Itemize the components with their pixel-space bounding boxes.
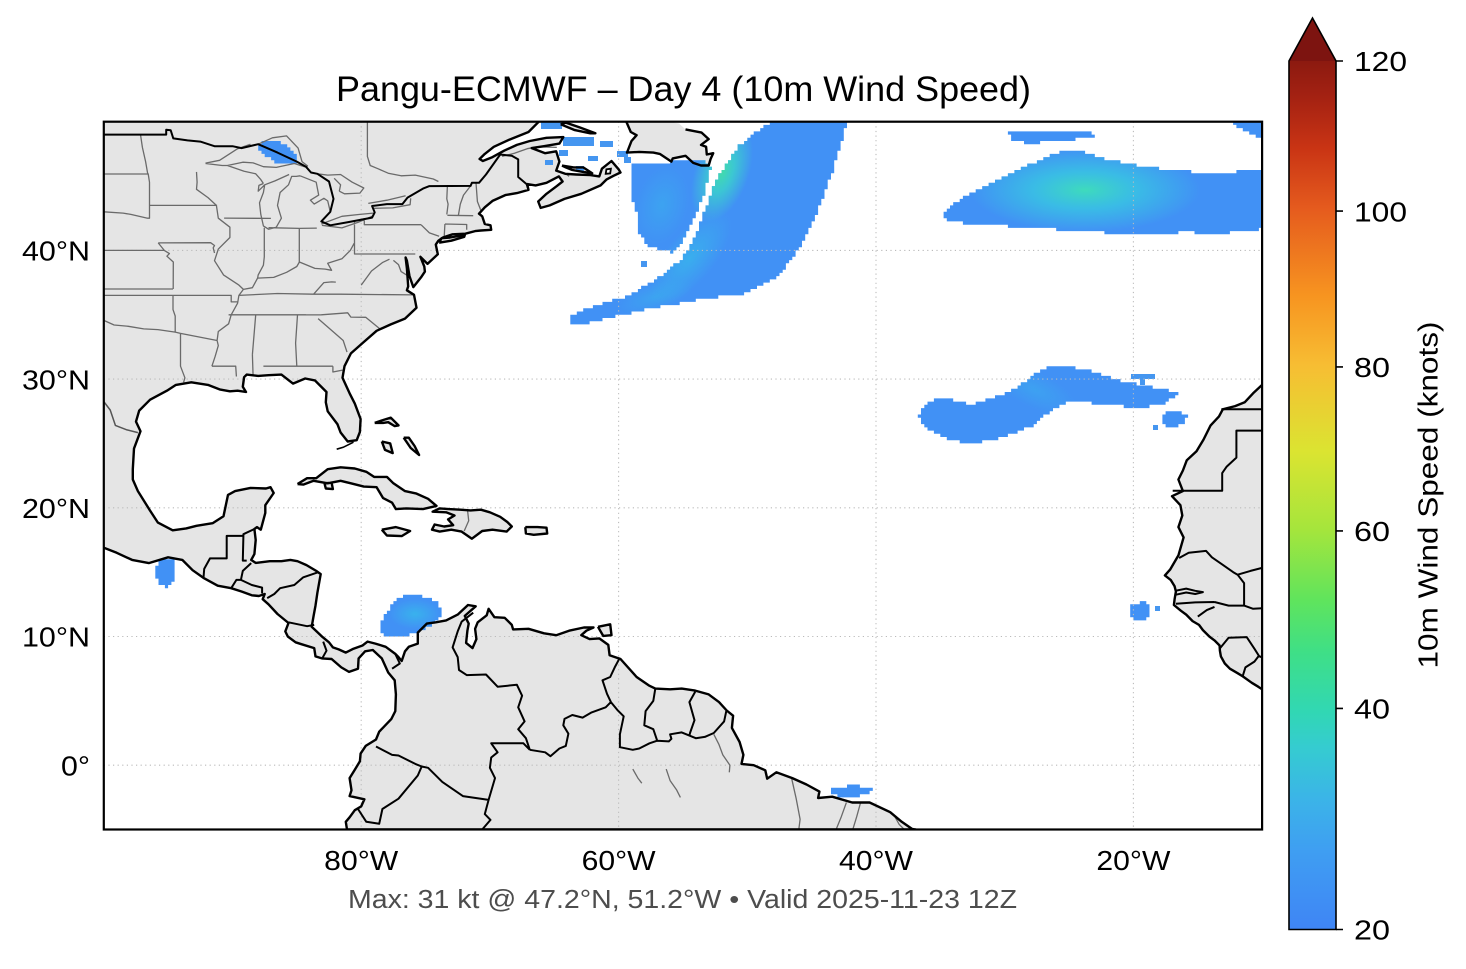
- svg-text:100: 100: [1354, 196, 1407, 227]
- svg-text:120: 120: [1354, 46, 1407, 77]
- svg-text:40°W: 40°W: [839, 845, 914, 876]
- svg-text:Pangu-ECMWF – Day 4 (10m Wind: Pangu-ECMWF – Day 4 (10m Wind Speed): [336, 70, 1031, 109]
- svg-text:40: 40: [1354, 694, 1390, 725]
- svg-text:10m Wind Speed (knots): 10m Wind Speed (knots): [1413, 322, 1444, 669]
- svg-text:60: 60: [1354, 516, 1390, 547]
- svg-text:20°W: 20°W: [1096, 845, 1171, 876]
- svg-text:60°W: 60°W: [582, 845, 657, 876]
- svg-text:0°: 0°: [61, 750, 90, 781]
- svg-text:40°N: 40°N: [22, 236, 90, 267]
- svg-text:20°N: 20°N: [22, 493, 90, 524]
- svg-text:20: 20: [1354, 915, 1390, 946]
- svg-text:10°N: 10°N: [22, 622, 90, 653]
- svg-text:80°W: 80°W: [324, 845, 399, 876]
- svg-text:30°N: 30°N: [22, 364, 90, 395]
- svg-text:Max: 31 kt @ 47.2°N, 51.2°W •: Max: 31 kt @ 47.2°N, 51.2°W • Valid 2025…: [348, 886, 1017, 914]
- svg-text:80: 80: [1354, 352, 1390, 383]
